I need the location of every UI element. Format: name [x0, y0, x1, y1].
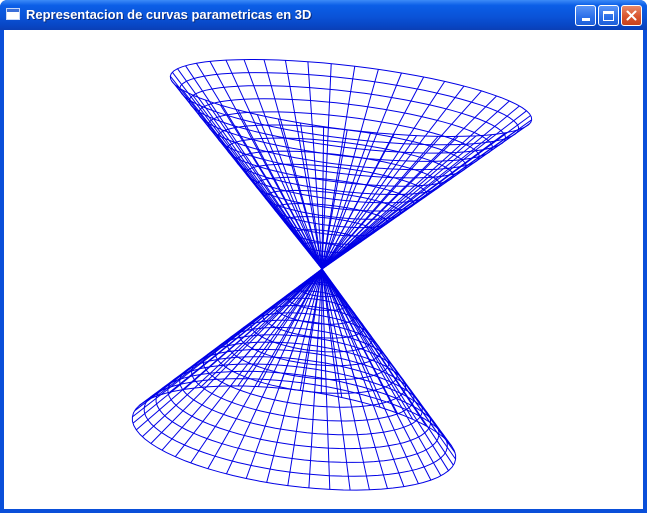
- upper-cone-parallel: [264, 189, 402, 220]
- lower-cone-parallel: [285, 290, 348, 311]
- upper-cone-parallel: [302, 242, 349, 253]
- upper-cone: [169, 58, 533, 270]
- lower-cone-parallel: [203, 341, 406, 408]
- lower-cone-parallel: [226, 327, 390, 380]
- lower-cone: [131, 268, 457, 491]
- upper-cone-parallel: [198, 98, 493, 162]
- wireframe-plot: [131, 58, 533, 491]
- upper-cone-parallel: [236, 150, 441, 196]
- upper-cone-parallel: [207, 111, 480, 171]
- upper-cone-parallel: [245, 163, 428, 204]
- minimize-button[interactable]: [575, 5, 596, 26]
- lower-cone-parallel: [143, 378, 448, 477]
- upper-cone-parallel: [169, 58, 533, 138]
- maximize-button[interactable]: [598, 5, 619, 26]
- close-button[interactable]: [621, 5, 642, 26]
- lower-cone-parallel: [131, 385, 457, 491]
- maximize-icon: [603, 10, 614, 21]
- lower-cone-parallel: [238, 319, 381, 367]
- upper-cone-parallel: [293, 229, 362, 245]
- close-icon: [626, 10, 637, 21]
- upper-cone-parallel: [217, 124, 467, 179]
- upper-cone-parallel: [179, 72, 520, 146]
- upper-cone-parallel: [283, 216, 375, 237]
- upper-cone-parallel: [312, 255, 336, 262]
- lower-cone-parallel: [262, 304, 365, 339]
- lower-cone-parallel: [309, 275, 331, 284]
- lower-cone-parallel: [297, 283, 340, 298]
- lower-cone-parallel: [167, 363, 432, 450]
- window-title: Representacion de curvas parametricas en…: [26, 7, 312, 22]
- lower-cone-parallel: [179, 356, 423, 436]
- app-window-icon[interactable]: [6, 8, 20, 20]
- render-canvas[interactable]: [4, 30, 643, 509]
- lower-cone-parallel: [155, 370, 440, 463]
- upper-cone-parallel: [255, 176, 415, 212]
- lower-cone-parallel: [274, 297, 356, 325]
- lower-cone-parallel: [214, 334, 398, 394]
- title-bar[interactable]: Representacion de curvas parametricas en…: [0, 0, 647, 30]
- minimize-icon: [581, 18, 590, 21]
